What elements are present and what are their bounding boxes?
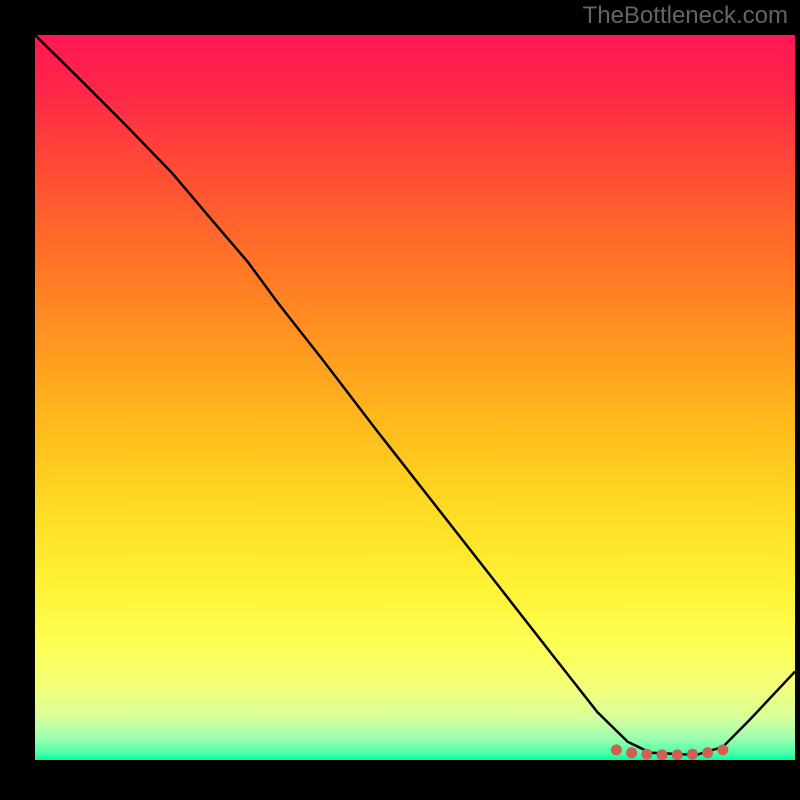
highlight-dot [641,749,652,760]
highlight-dot [626,747,637,758]
chart-plot-area [35,35,795,760]
highlight-dot [672,749,683,760]
highlight-dot [687,749,698,760]
highlight-dot [717,744,728,755]
highlight-dot [611,744,622,755]
chart-background-gradient [35,35,795,760]
chart-svg [35,35,795,760]
highlight-dot [657,749,668,760]
watermark-text: TheBottleneck.com [583,2,788,30]
highlight-dot [702,747,713,758]
